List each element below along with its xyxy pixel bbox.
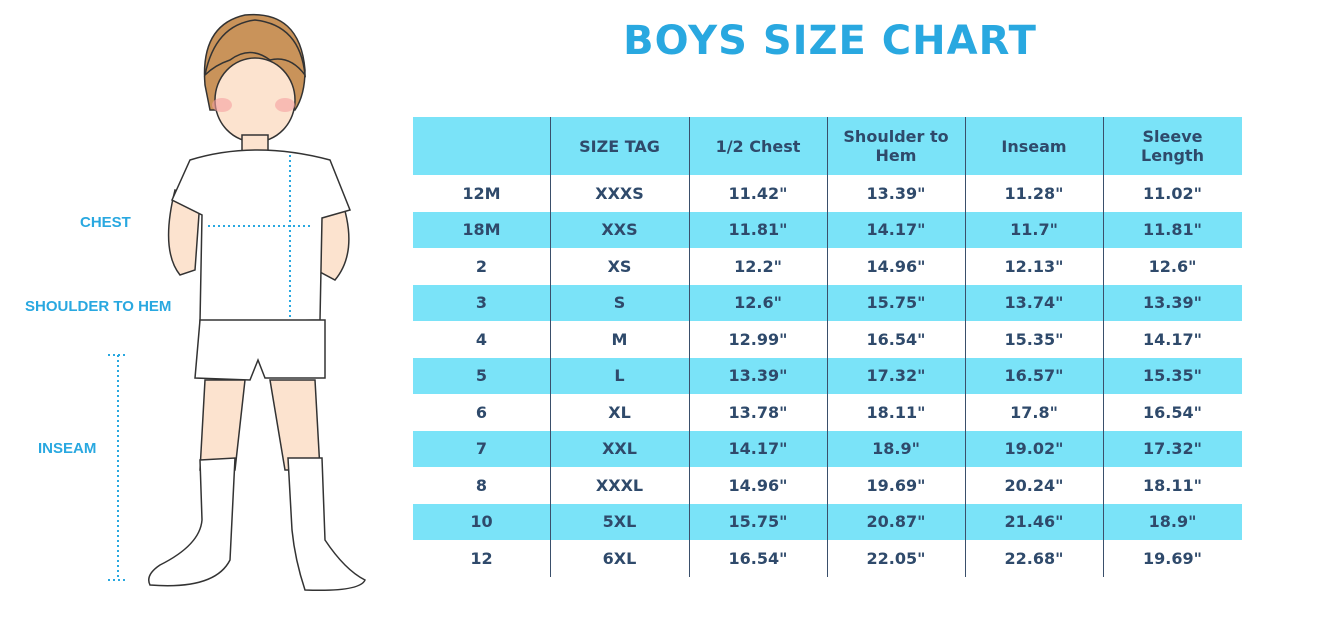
table-cell: 7: [475, 439, 488, 459]
table-cell: 14.17": [1143, 329, 1202, 349]
table-cell: 12.13": [1004, 256, 1064, 276]
table-cell: 14.96": [866, 256, 926, 276]
table-cell: L: [614, 366, 625, 386]
table-cell: M: [611, 329, 628, 349]
table-cell: 10: [470, 512, 493, 532]
table-cell: 20.24": [1004, 475, 1064, 495]
table-cell: 21.46": [1004, 512, 1064, 532]
table-cell: 22.05": [866, 548, 926, 568]
table-cell: 5: [475, 366, 488, 386]
table-cell: 18.9": [872, 439, 920, 459]
table-cell: 19.69": [1143, 548, 1202, 568]
table-cell: 11.81": [1143, 220, 1202, 240]
table-cell: 13.78": [728, 402, 788, 422]
header-cell: 1/2 Chest: [715, 136, 801, 156]
table-cell: XXXL: [595, 475, 644, 495]
table-cell: 12M: [462, 183, 501, 203]
table-cell: 12.6": [1148, 256, 1197, 276]
table-cell: 13.39": [1143, 293, 1202, 313]
table-cell: 15.35": [1143, 366, 1202, 386]
table-cell: 15.75": [728, 512, 788, 532]
table-cell: 6XL: [602, 548, 637, 568]
table-cell: 14.17": [866, 220, 926, 240]
table-cell: 11.7": [1010, 220, 1058, 240]
table-cell: XXL: [602, 439, 637, 459]
table-cell: 18.9": [1148, 512, 1197, 532]
table-cell: 2: [475, 256, 488, 276]
table-cell: 8: [475, 475, 488, 495]
table-cell: 14.96": [728, 475, 788, 495]
table-cell: 12.2": [734, 256, 782, 276]
inseam-label: INSEAM: [38, 440, 97, 457]
table-cell: 5XL: [602, 512, 637, 532]
table-cell: 16.54": [1143, 402, 1202, 422]
column-divider: [965, 117, 966, 577]
table-cell: 11.81": [728, 220, 788, 240]
table-cell: 13.39": [728, 366, 788, 386]
table-cell: 17.32": [866, 366, 926, 386]
header-cell: Sleeve Length: [1141, 127, 1204, 165]
table-cell: 17.8": [1010, 402, 1058, 422]
title: BOYS SIZE CHART: [623, 18, 1037, 64]
table-cell: 19.69": [866, 475, 926, 495]
column-divider: [550, 117, 551, 577]
table-cell: 13.74": [1004, 293, 1064, 313]
table-cell: 16.54": [866, 329, 926, 349]
table-cell: 11.42": [728, 183, 788, 203]
header-cell: Inseam: [1001, 136, 1067, 156]
table-cell: 4: [475, 329, 488, 349]
table-cell: XXS: [601, 220, 638, 240]
table-cell: 19.02": [1004, 439, 1064, 459]
table-cell: 13.39": [866, 183, 926, 203]
table-cell: 18.11": [1143, 475, 1202, 495]
table-cell: 12: [470, 548, 493, 568]
table-cell: XXXS: [595, 183, 644, 203]
header-cell: SIZE TAG: [579, 136, 660, 156]
table-cell: 16.54": [728, 548, 788, 568]
table-cell: 6: [475, 402, 488, 422]
header-cell: Shoulder to Hem: [843, 127, 949, 165]
column-divider: [1103, 117, 1104, 577]
table-cell: 18.11": [866, 402, 926, 422]
table-cell: 20.87": [866, 512, 926, 532]
table-cell: 12.99": [728, 329, 788, 349]
column-divider: [689, 117, 690, 577]
table-cell: 16.57": [1004, 366, 1064, 386]
table-cell: 3: [475, 293, 488, 313]
table-cell: XL: [608, 402, 631, 422]
chest-label: CHEST: [80, 214, 131, 231]
column-divider: [827, 117, 828, 577]
table-cell: 15.35": [1004, 329, 1064, 349]
table-cell: 12.6": [734, 293, 782, 313]
table-cell: 14.17": [728, 439, 788, 459]
table-cell: 17.32": [1143, 439, 1202, 459]
table-cell: S: [613, 293, 626, 313]
table-cell: 22.68": [1004, 548, 1064, 568]
shoulder-label: SHOULDER TO HEM: [25, 298, 172, 315]
table-cell: 11.02": [1143, 183, 1202, 203]
table-cell: 11.28": [1004, 183, 1064, 203]
table-cell: 18M: [462, 220, 501, 240]
table-cell: 15.75": [866, 293, 926, 313]
boy-illustration: [108, 13, 366, 592]
table-cell: XS: [607, 256, 632, 276]
